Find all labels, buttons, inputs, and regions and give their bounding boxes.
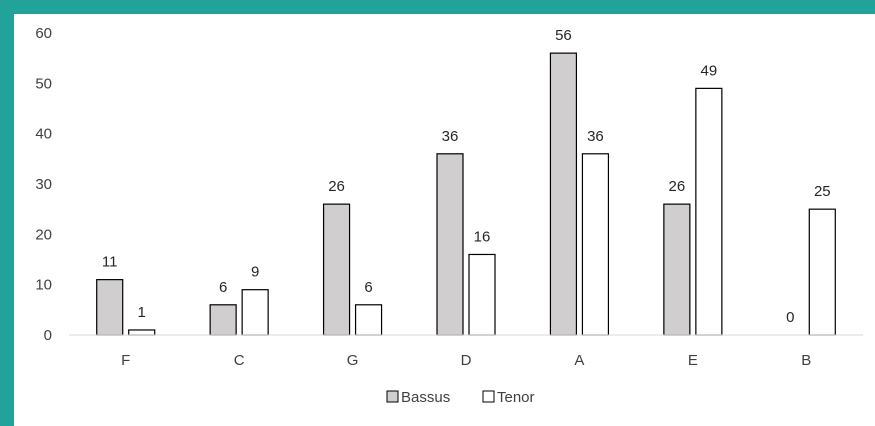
y-tick-label: 60 bbox=[35, 25, 52, 42]
bar-tenor-b bbox=[808, 208, 836, 336]
x-tick-label: A bbox=[574, 352, 584, 369]
x-tick-label: C bbox=[234, 352, 245, 369]
data-label-tenor-d: 16 bbox=[474, 228, 491, 245]
data-label-bassus-a: 56 bbox=[555, 27, 572, 44]
y-tick-label: 50 bbox=[35, 75, 52, 92]
data-label-tenor-g: 6 bbox=[364, 279, 372, 296]
data-label-bassus-c: 6 bbox=[219, 279, 227, 296]
y-axis: 0 10 20 30 40 50 60 bbox=[35, 25, 52, 344]
data-label-bassus-g: 26 bbox=[328, 178, 345, 195]
y-tick-label: 0 bbox=[44, 327, 52, 344]
bar-tenor-e bbox=[695, 87, 723, 336]
bars bbox=[96, 52, 836, 336]
data-label-tenor-b: 25 bbox=[814, 183, 831, 200]
data-label-tenor-c: 9 bbox=[251, 264, 259, 281]
legend: Bassus Tenor bbox=[386, 389, 535, 406]
data-label-bassus-d: 36 bbox=[442, 128, 459, 145]
bar-bassus-c bbox=[209, 304, 237, 336]
legend-swatch-tenor bbox=[482, 390, 495, 403]
y-tick-label: 30 bbox=[35, 176, 52, 193]
data-label-bassus-b: 0 bbox=[786, 309, 794, 326]
y-tick-label: 40 bbox=[35, 126, 52, 143]
legend-label-tenor: Tenor bbox=[497, 389, 535, 406]
x-tick-label: B bbox=[801, 352, 811, 369]
bar-tenor-f bbox=[128, 329, 156, 336]
bar-bassus-e bbox=[663, 203, 691, 336]
bar-bassus-f bbox=[96, 279, 124, 336]
bar-tenor-c bbox=[241, 289, 269, 336]
bar-bassus-g bbox=[322, 203, 351, 336]
bar-bassus-a bbox=[549, 52, 578, 336]
legend-swatch-bassus bbox=[386, 390, 399, 403]
legend-label-bassus: Bassus bbox=[401, 389, 450, 406]
y-tick-label: 10 bbox=[35, 277, 52, 294]
data-label-tenor-e: 49 bbox=[701, 62, 718, 79]
data-label-bassus-e: 26 bbox=[669, 178, 686, 195]
bar-tenor-d bbox=[468, 253, 496, 336]
y-tick-label: 20 bbox=[35, 226, 52, 243]
data-label-tenor-a: 36 bbox=[587, 128, 604, 145]
x-tick-label: G bbox=[347, 352, 359, 369]
x-tick-label: F bbox=[121, 352, 130, 369]
x-tick-label: E bbox=[688, 352, 698, 369]
data-label-tenor-f: 1 bbox=[138, 304, 146, 321]
bar-tenor-a bbox=[581, 153, 610, 336]
bar-tenor-g bbox=[354, 304, 383, 336]
bar-bassus-d bbox=[436, 153, 464, 336]
x-tick-label: D bbox=[461, 352, 472, 369]
data-label-bassus-f: 11 bbox=[102, 254, 118, 271]
